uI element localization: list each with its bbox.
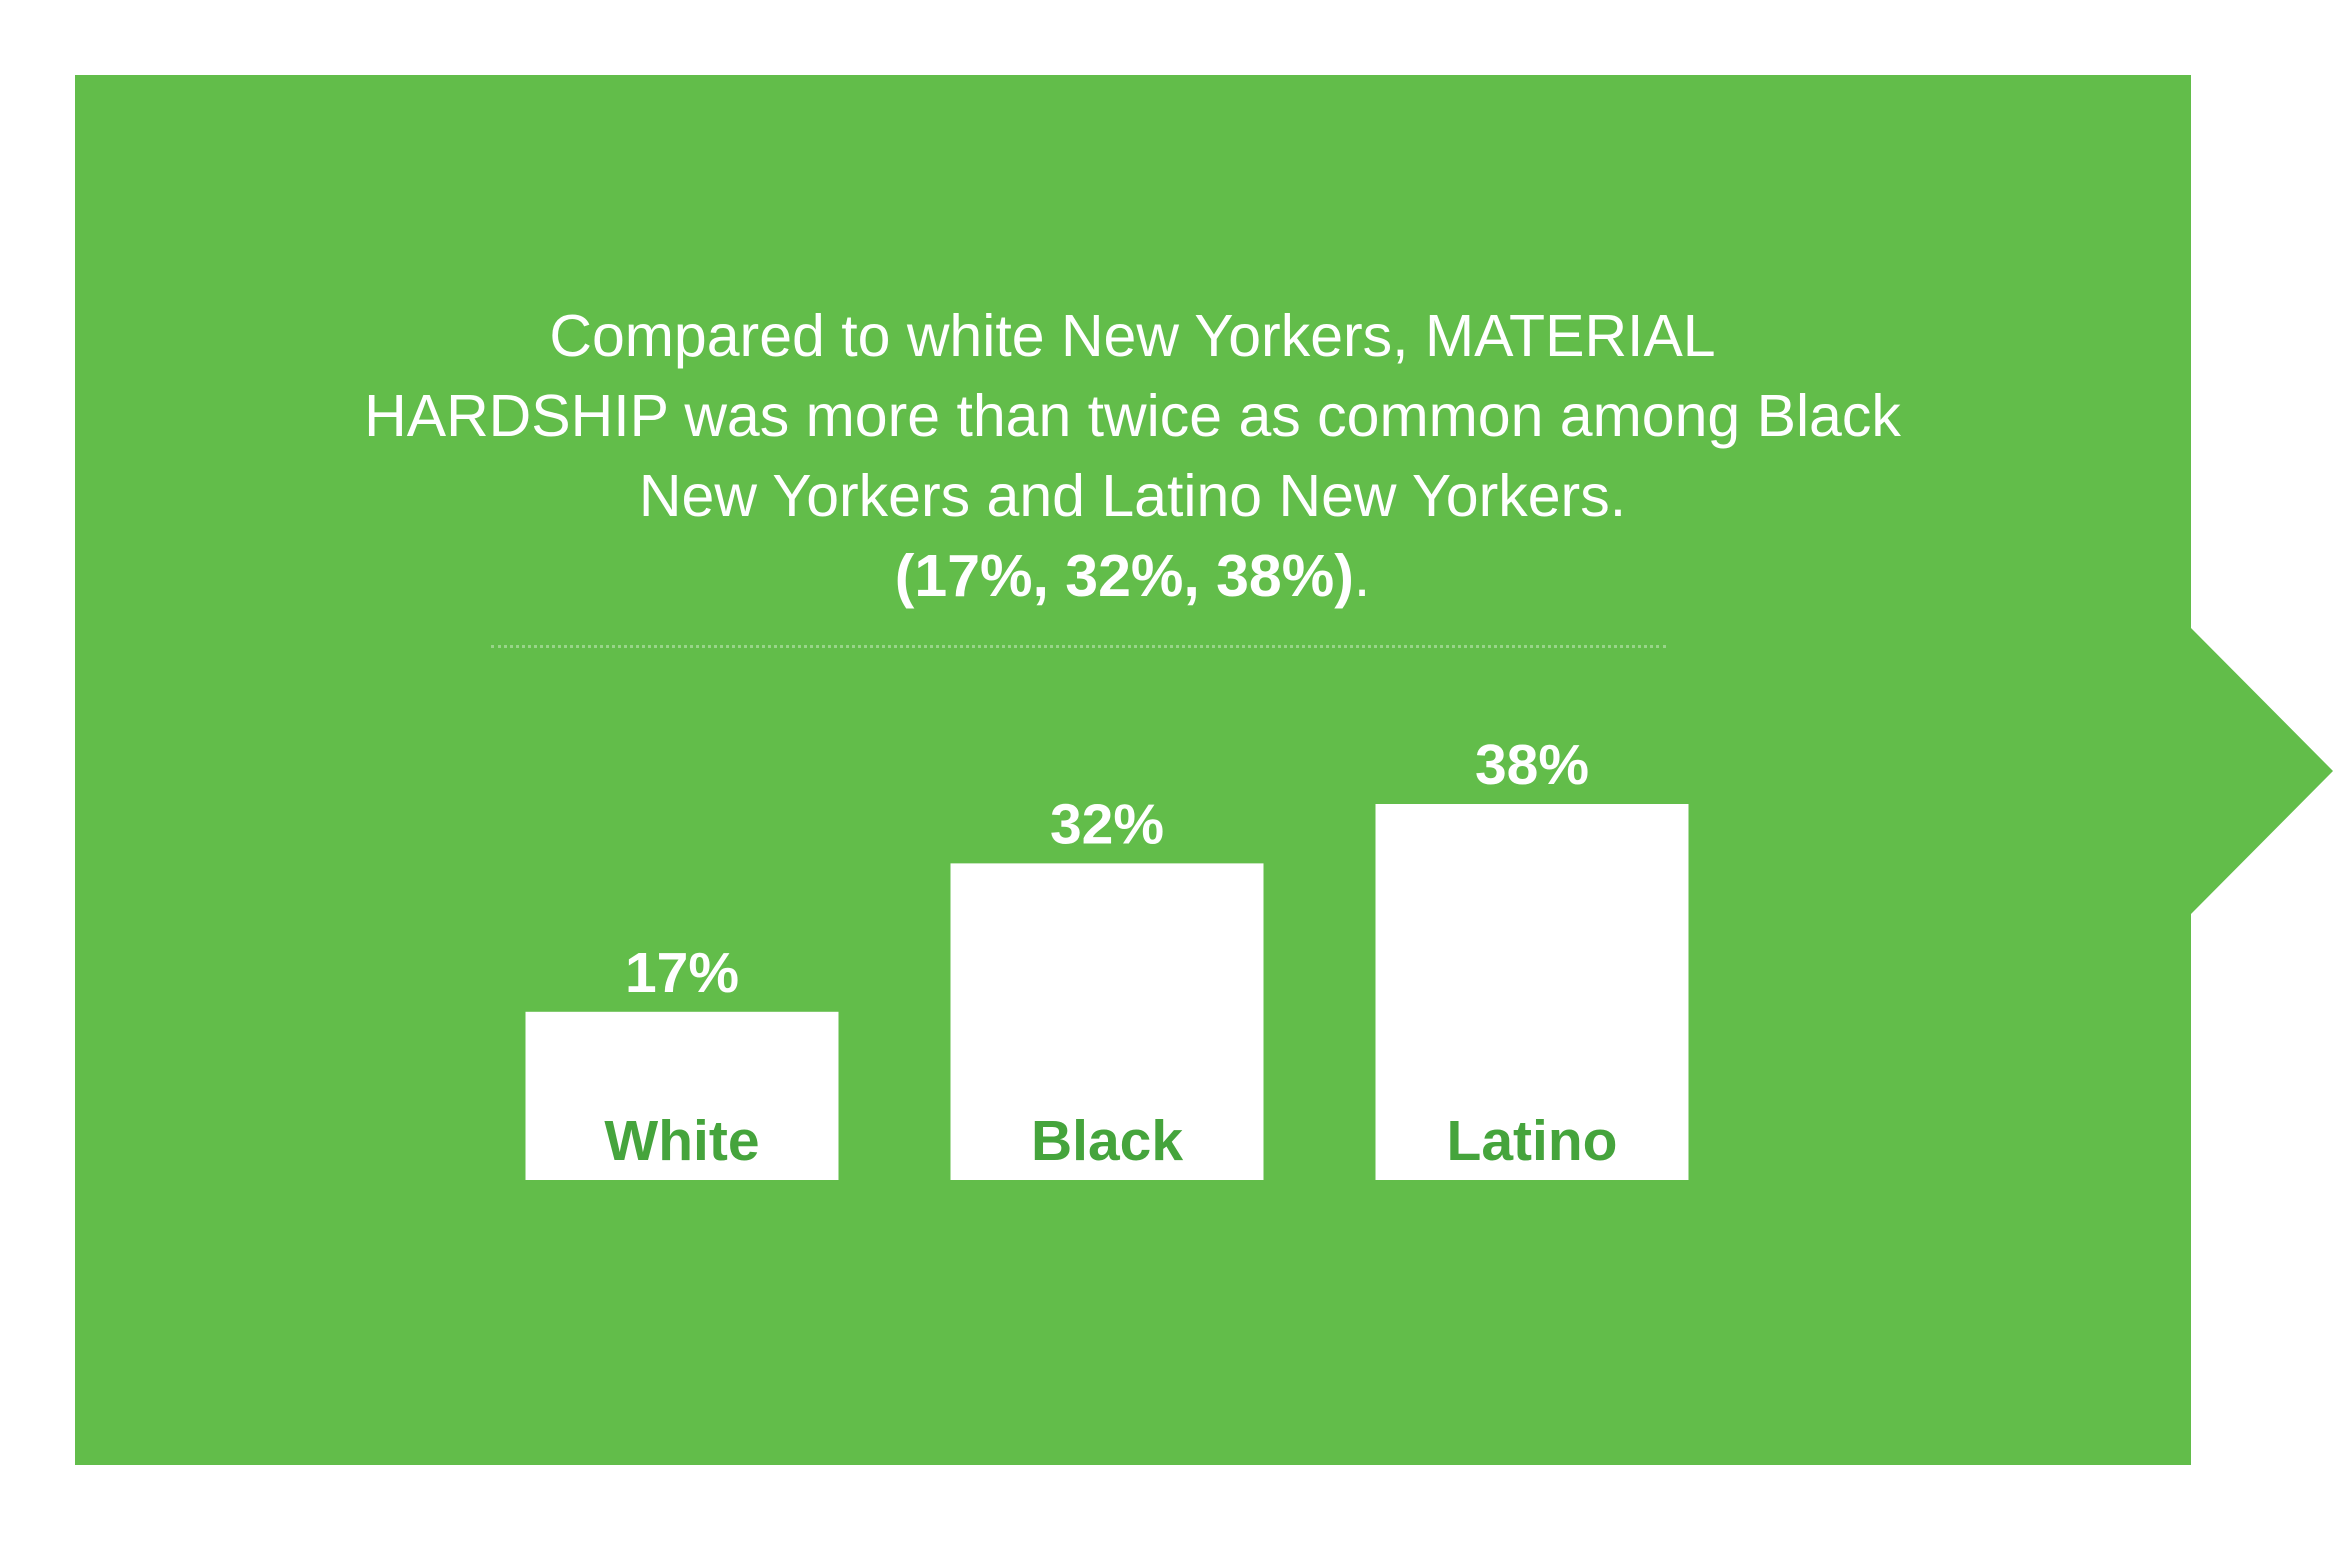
value-label-black: 32% [1050,792,1164,856]
category-label-latino: Latino [1447,1109,1618,1173]
bar-latino [1375,804,1689,1180]
headline-line-1: Compared to white New Yorkers, MATERIAL [549,303,1716,369]
headline-end-punct: . [1353,543,1371,609]
category-label-black: Black [1031,1109,1183,1173]
headline-line-2: HARDSHIP was more than twice as common a… [364,383,1901,449]
value-label-white: 17% [625,941,739,1005]
dotted-divider [491,645,1666,648]
bar-black [950,863,1264,1180]
value-label-latino: 38% [1475,733,1589,797]
headline-line-4: (17%, 32%, 38%). [300,536,1965,616]
chart-headline: Compared to white New Yorkers, MATERIAL … [300,296,1965,616]
category-label-white: White [604,1109,759,1173]
headline-stats: (17%, 32%, 38%) [894,543,1354,609]
headline-line-3: New Yorkers and Latino New Yorkers. [638,463,1627,529]
bar-white [525,1011,839,1180]
